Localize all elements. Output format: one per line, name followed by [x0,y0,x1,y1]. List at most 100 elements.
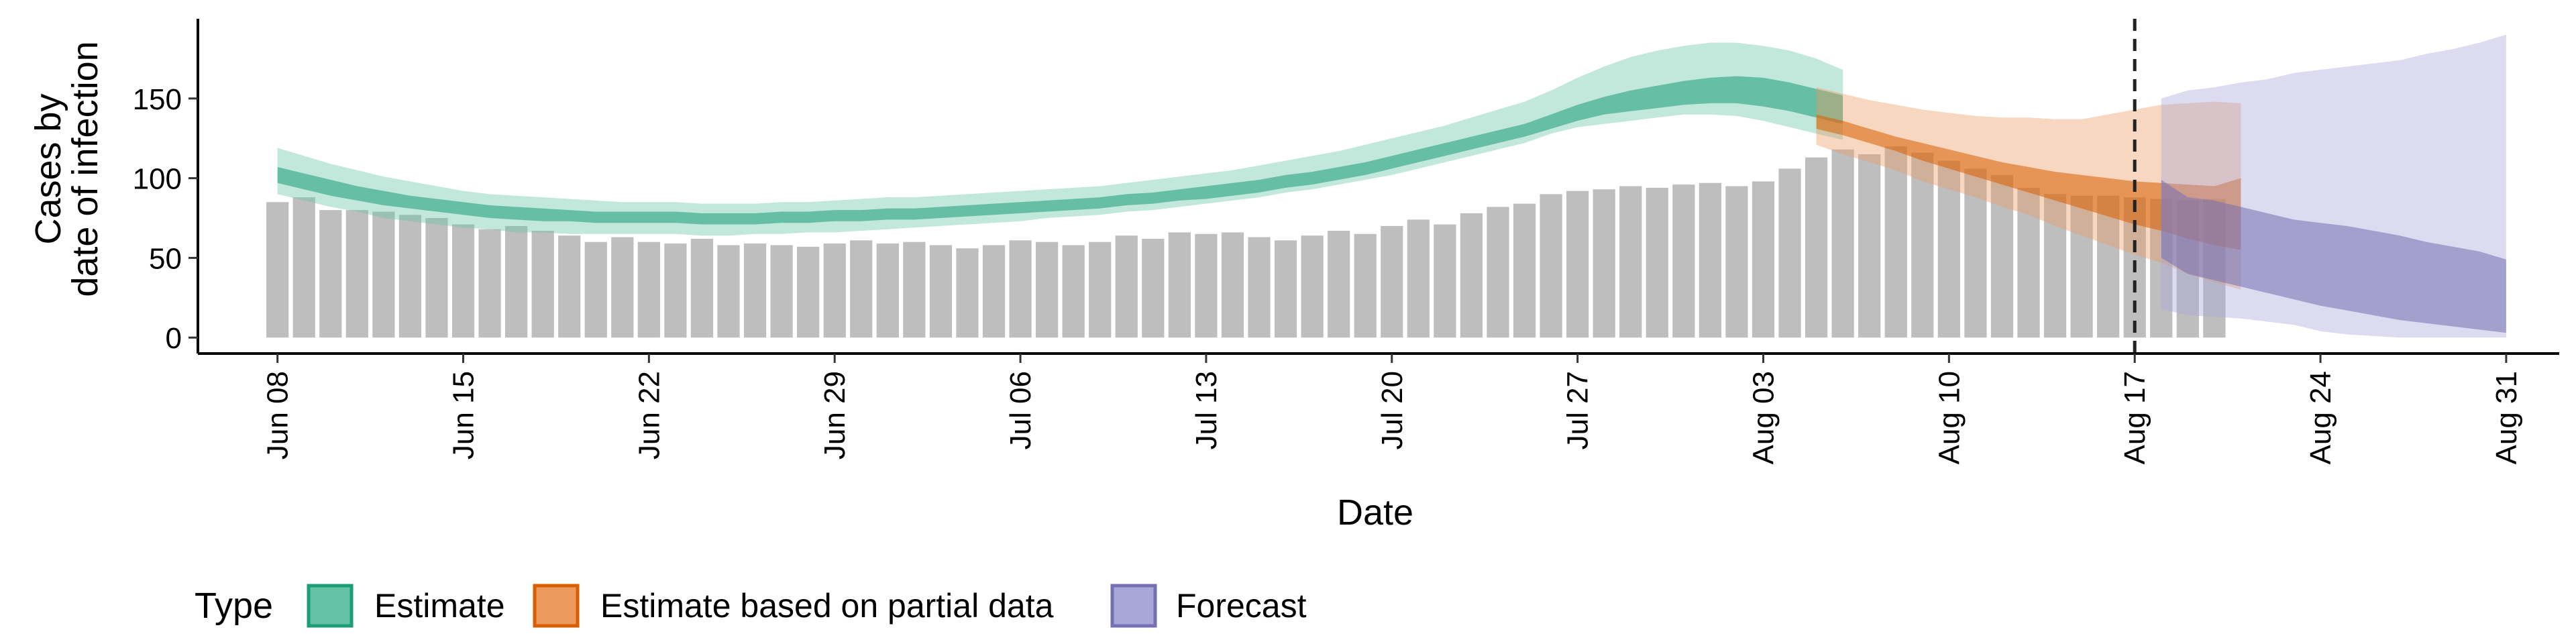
data-bar [292,197,315,338]
data-bar [1487,207,1509,338]
estimate-inner-band [277,76,1843,225]
x-tick-label: Aug 03 [1747,371,1780,464]
data-bar [425,218,448,338]
x-tick-label: Jun 15 [447,371,480,460]
x-tick-label: Jul 20 [1376,371,1409,449]
data-bar [1089,241,1112,338]
data-bar [1858,154,1881,338]
data-bar [1407,219,1430,338]
data-bar [1168,232,1191,338]
data-bar [1354,233,1377,338]
data-bar [717,245,740,338]
legend-key [533,584,580,628]
data-bar [797,246,820,338]
data-bar [319,210,342,338]
data-bar [1115,235,1138,338]
forecast-inner-band [2161,180,2506,333]
data-bar [504,225,528,338]
data-bar [1460,213,1483,338]
x-tick-label: Aug 31 [2490,371,2523,464]
legend-label: Forecast [1176,587,1307,625]
y-tick-label: 50 [149,242,182,275]
data-bar [1142,238,1165,338]
data-bar [451,224,475,338]
legend-key [307,584,354,628]
x-tick-label: Jun 29 [818,371,851,460]
estimate-based-on-partial-data-inner-band [1816,114,2241,250]
data-bar [2017,187,2040,338]
x-axis-label: Date [1337,492,1413,533]
data-bar [637,241,660,338]
legend-title: Type [195,586,273,626]
y-tick-label: 100 [133,163,182,196]
legend-label: Estimate [374,587,505,625]
data-bar [1434,224,1456,338]
data-bar [743,244,767,338]
data-bar [1699,182,1721,338]
data-bar [1884,146,1907,338]
data-bar [929,245,953,338]
x-tick-label: Jul 06 [1004,371,1037,449]
data-bar [2097,195,2120,338]
data-bar [2043,194,2067,338]
data-bar [1752,181,1775,338]
data-bar [1036,241,1059,338]
data-bar [876,244,899,338]
data-bar [770,245,793,338]
data-bar [558,235,581,338]
data-bar [1778,168,1801,338]
data-bar [1513,203,1536,338]
data-bar [1328,231,1350,338]
data-bar [1381,225,1403,338]
data-bar [1672,184,1695,338]
data-bar [398,215,422,338]
data-bar [850,240,873,338]
data-bar [372,211,395,338]
x-tick-label: Aug 10 [1933,371,1966,464]
data-bar [1805,157,1828,338]
data-bar [1062,245,1085,338]
data-bar [956,248,979,338]
data-bar [690,238,714,338]
data-bar [1619,186,1642,338]
x-tick-label: Aug 24 [2304,371,2337,464]
x-tick-label: Aug 17 [2118,371,2151,464]
data-bar [1911,152,1934,338]
x-tick-label: Jun 08 [262,371,294,460]
y-axis-label-line1: Cases by [28,93,68,244]
y-tick-label: 0 [166,322,182,355]
data-bar [2070,195,2093,338]
x-tick-label: Jul 27 [1562,371,1595,449]
data-bar [1990,174,2014,338]
data-bar [903,241,926,338]
data-bar [1009,240,1032,338]
data-bar [1540,194,1562,338]
data-bar [611,237,634,338]
data-bar [1221,232,1244,338]
data-bar [1646,187,1668,338]
data-bar [1248,237,1271,338]
data-bar [531,231,554,338]
data-bar [1964,168,1987,338]
data-bar [584,241,607,338]
y-axis-label-line2: date of infection [65,41,105,297]
legend-key [1110,584,1157,628]
data-bar [266,202,289,338]
data-bar [1593,189,1615,338]
data-bar [345,210,368,338]
estimate-outer-band [277,42,1843,236]
data-bar [1566,191,1589,338]
x-tick-label: Jul 13 [1190,371,1223,449]
y-tick-label: 150 [133,83,182,116]
data-bar [1274,240,1297,338]
data-bar [982,245,1006,338]
legend-label: Estimate based on partial data [600,587,1054,625]
data-bar [1195,233,1218,338]
data-bar [664,244,687,338]
band-layer [277,34,2506,338]
data-bar [823,244,846,338]
legend: Type Estimate Estimate based on partial da… [195,584,1307,628]
data-bar [1301,235,1324,338]
data-bar [1831,149,1854,338]
